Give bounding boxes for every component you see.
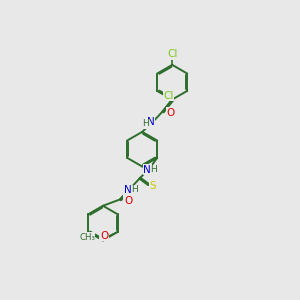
Text: CH₃: CH₃ (79, 232, 95, 242)
Text: Cl: Cl (167, 49, 177, 59)
Text: H: H (150, 165, 157, 174)
Text: O: O (167, 108, 175, 118)
Text: O: O (100, 231, 108, 241)
Text: Cl: Cl (164, 91, 174, 101)
Text: N: N (124, 185, 132, 195)
Text: H: H (142, 119, 149, 128)
Text: O: O (124, 196, 132, 206)
Text: N: N (147, 117, 155, 128)
Text: N: N (143, 165, 151, 175)
Text: S: S (149, 182, 156, 191)
Text: H: H (131, 185, 138, 194)
